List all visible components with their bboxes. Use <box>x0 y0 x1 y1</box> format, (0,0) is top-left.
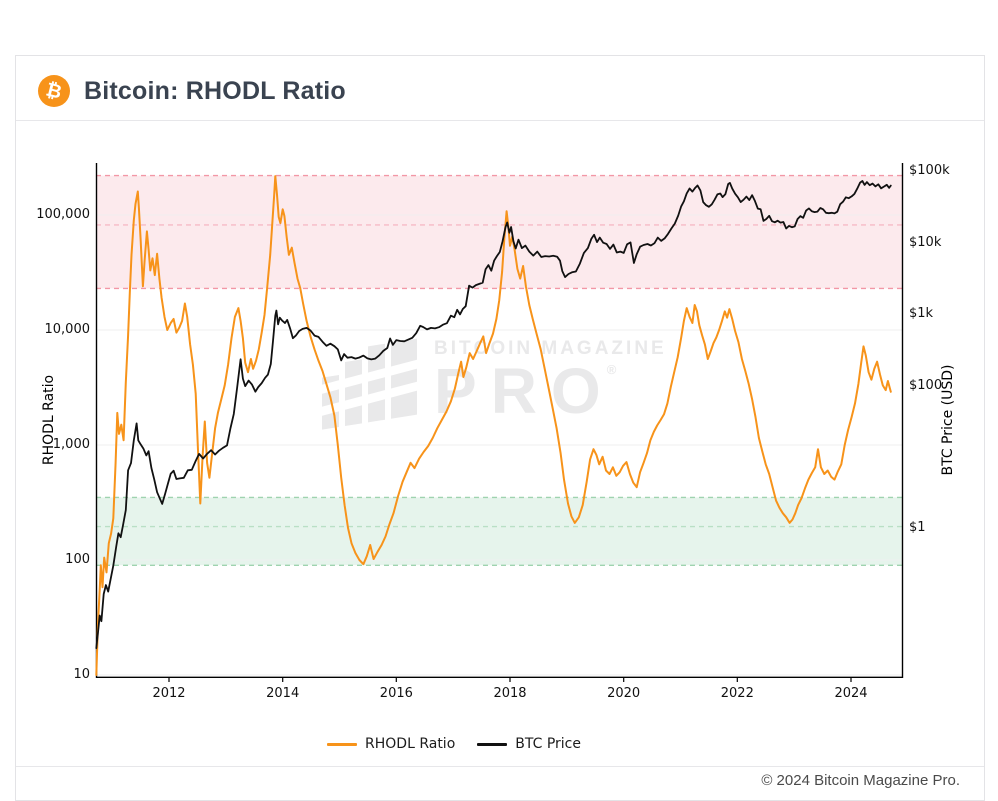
y-left-tick-label: 100,000 <box>36 207 90 222</box>
rhodl-ratio-line <box>95 175 892 676</box>
y-left-tick-label: 10,000 <box>44 322 91 337</box>
y-right-tick-label: $1k <box>909 306 934 322</box>
y-left-tick-label: 100 <box>65 552 90 567</box>
copyright-text: © 2024 Bitcoin Magazine Pro. <box>761 772 960 789</box>
page-title: Bitcoin: RHODL Ratio <box>84 77 346 105</box>
watermark-line1: BITCOIN MAGAZINE <box>434 338 667 359</box>
x-axis-tick-label: 2016 <box>379 686 413 701</box>
x-axis-tick-label: 2024 <box>834 686 868 701</box>
header-divider <box>16 120 984 121</box>
footer-divider <box>16 766 984 767</box>
y-right-tick-label: $10k <box>909 234 942 250</box>
cooled-band <box>96 497 903 566</box>
y-right-tick-label: $1 <box>909 520 926 536</box>
y-left-tick-label: 1,000 <box>52 437 90 452</box>
y-left-tick-label: 10 <box>73 667 90 682</box>
legend-label: RHODL Ratio <box>365 736 456 752</box>
y-right-tick-label: $100k <box>909 163 950 179</box>
legend-label: BTC Price <box>515 736 581 752</box>
bitcoin-glyph: ₿ <box>43 77 65 104</box>
legend-swatch <box>327 742 358 746</box>
y-axis-title-right: BTC Price (USD) <box>940 364 956 476</box>
x-axis-tick-label: 2014 <box>266 686 300 701</box>
bitcoin-icon: ₿ <box>38 75 70 107</box>
x-axis-tick-label: 2012 <box>152 686 186 701</box>
y-right-tick-label: $100 <box>909 377 943 393</box>
watermark-registered-mark: ® <box>606 362 631 377</box>
legend-item-btc-price[interactable]: BTC Price <box>477 736 581 752</box>
overheated-band <box>96 175 903 289</box>
legend-swatch <box>477 742 508 746</box>
x-axis-tick-label: 2022 <box>720 686 754 701</box>
btc-price-line <box>95 180 892 650</box>
legend: RHODL Ratio BTC Price <box>0 736 953 752</box>
legend-item-rhodl-ratio[interactable]: RHODL Ratio <box>327 736 455 752</box>
x-axis-tick-label: 2018 <box>493 686 527 701</box>
x-axis-tick-label: 2020 <box>607 686 641 701</box>
chart-plot-area <box>95 163 904 682</box>
watermark: BITCOIN MAGAZINE PRO ® <box>320 338 667 434</box>
